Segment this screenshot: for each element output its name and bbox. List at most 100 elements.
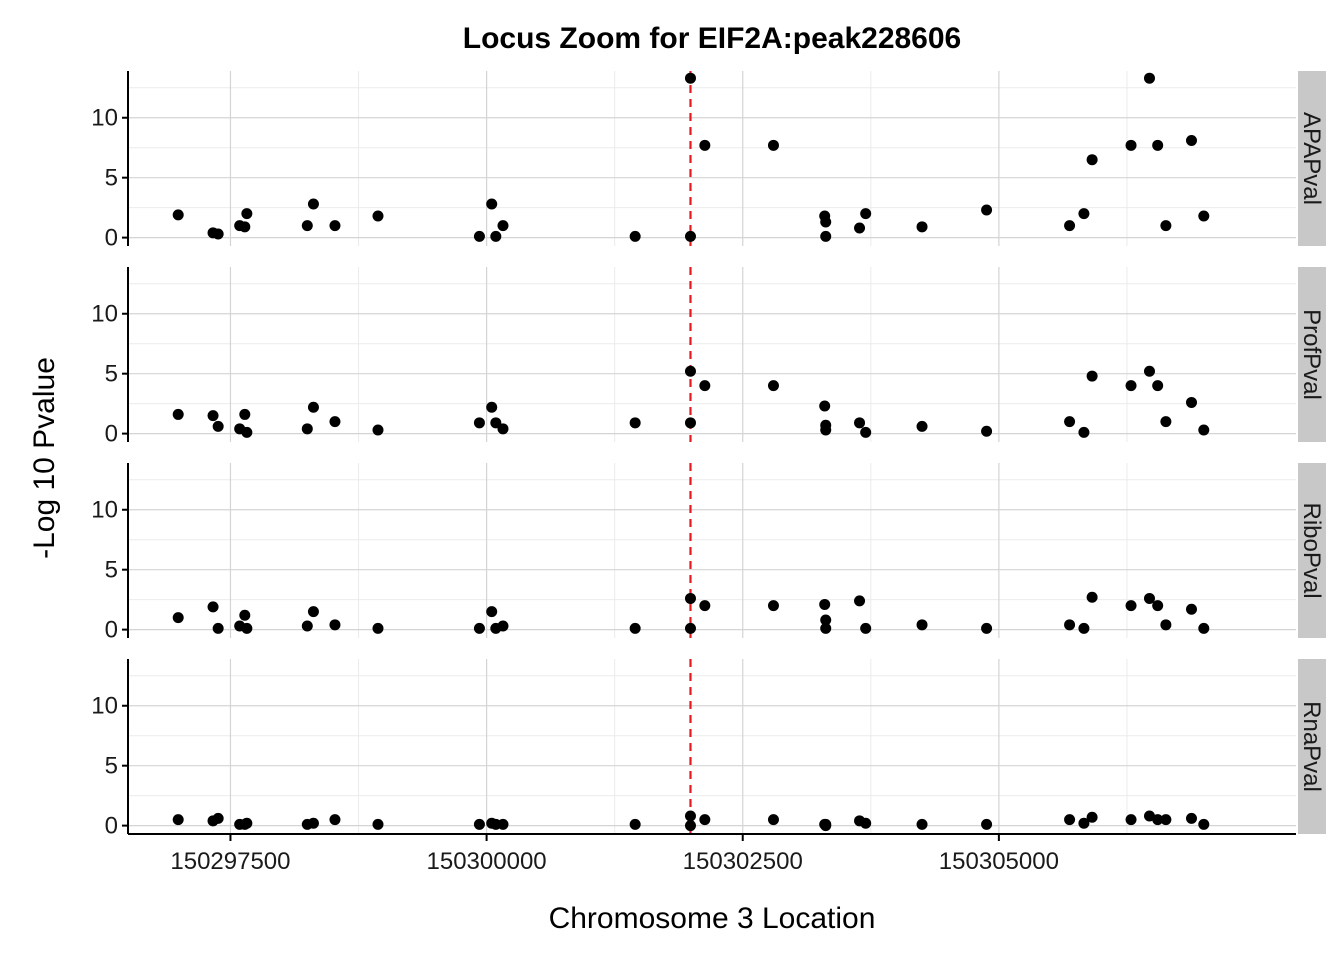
data-point	[172, 612, 184, 624]
data-point	[629, 818, 641, 830]
facet-panel-ProfPval: 0 5 10 ProfPval	[91, 267, 1326, 448]
x-tick-label: 150302500	[683, 848, 803, 875]
data-point	[1064, 814, 1076, 826]
data-point	[1198, 424, 1210, 436]
facet-panel-APAPval: 0 5 10 APAPval	[91, 71, 1326, 252]
data-point	[1078, 208, 1090, 220]
data-point	[1125, 600, 1137, 612]
data-point	[684, 365, 696, 377]
data-point	[1152, 600, 1164, 612]
data-point	[981, 204, 993, 216]
data-point	[241, 426, 253, 438]
data-point	[486, 198, 498, 210]
facet-strip	[1298, 659, 1326, 834]
x-axis: 150297500 150300000 150302500 150305000	[128, 833, 1296, 875]
data-point	[1078, 817, 1090, 829]
data-point	[916, 221, 928, 233]
data-point	[684, 230, 696, 242]
data-point	[1078, 426, 1090, 438]
facet-strip	[1298, 463, 1326, 638]
data-point	[684, 592, 696, 604]
data-point	[372, 210, 384, 222]
data-point	[1125, 814, 1137, 826]
data-point	[307, 817, 319, 829]
data-point	[486, 401, 498, 413]
data-point	[207, 601, 219, 613]
data-point	[473, 230, 485, 242]
x-tick-label: 150300000	[427, 848, 547, 875]
x-tick-label: 150305000	[939, 848, 1059, 875]
y-axis-title: -Log 10 Pvalue	[28, 357, 61, 559]
data-point	[981, 425, 993, 437]
data-point	[1198, 818, 1210, 830]
facet-panels: 0 5 10 APAPval 0 5 10 ProfPval 0 5 10 RiboPval 0 5 10 R…	[91, 71, 1326, 840]
data-point	[172, 814, 184, 826]
data-point	[699, 814, 711, 826]
data-point	[1160, 619, 1172, 631]
data-point	[1125, 139, 1137, 151]
y-tick-label: 5	[105, 165, 118, 192]
data-point	[307, 606, 319, 618]
data-point	[301, 220, 313, 232]
data-point	[767, 814, 779, 826]
data-point	[497, 423, 509, 435]
data-point	[860, 622, 872, 634]
x-axis-title: Chromosome 3 Location	[549, 902, 876, 935]
data-point	[239, 221, 251, 233]
data-point	[329, 619, 341, 631]
data-point	[820, 216, 832, 228]
data-point	[1185, 396, 1197, 408]
data-point	[854, 222, 866, 234]
facet-strip-label: RiboPval	[1298, 502, 1325, 598]
data-point	[1078, 622, 1090, 634]
data-point	[1143, 365, 1155, 377]
data-point	[172, 408, 184, 420]
data-point	[860, 426, 872, 438]
data-point	[1185, 135, 1197, 147]
data-point	[629, 417, 641, 429]
data-point	[212, 420, 224, 432]
data-point	[1086, 370, 1098, 382]
data-point	[1160, 814, 1172, 826]
data-point	[699, 139, 711, 151]
data-point	[1160, 416, 1172, 428]
data-point	[684, 810, 696, 822]
facet-panel-RiboPval: 0 5 10 RiboPval	[91, 463, 1326, 644]
data-point	[820, 424, 832, 436]
data-point	[329, 220, 341, 232]
data-point	[1152, 814, 1164, 826]
data-point	[820, 622, 832, 634]
data-point	[981, 818, 993, 830]
data-point	[241, 208, 253, 220]
data-point	[820, 818, 832, 830]
facet-strip-label: APAPval	[1298, 112, 1325, 205]
data-point	[916, 420, 928, 432]
data-point	[1064, 416, 1076, 428]
data-point	[1160, 220, 1172, 232]
y-tick-label: 0	[105, 617, 118, 644]
data-point	[473, 417, 485, 429]
data-point	[207, 410, 219, 422]
data-point	[1143, 810, 1155, 822]
data-point	[301, 423, 313, 435]
data-point	[1064, 220, 1076, 232]
facet-strip	[1298, 267, 1326, 442]
data-point	[1143, 592, 1155, 604]
data-point	[1185, 812, 1197, 824]
data-point	[241, 622, 253, 634]
data-point	[329, 814, 341, 826]
data-point	[372, 818, 384, 830]
data-point	[916, 818, 928, 830]
data-point	[1086, 591, 1098, 603]
data-point	[854, 595, 866, 607]
data-point	[767, 380, 779, 392]
data-point	[307, 401, 319, 413]
data-point	[767, 139, 779, 151]
data-point	[820, 614, 832, 626]
data-point	[860, 817, 872, 829]
data-point	[1185, 603, 1197, 615]
data-point	[1086, 811, 1098, 823]
data-point	[1152, 380, 1164, 392]
data-point	[1198, 622, 1210, 634]
